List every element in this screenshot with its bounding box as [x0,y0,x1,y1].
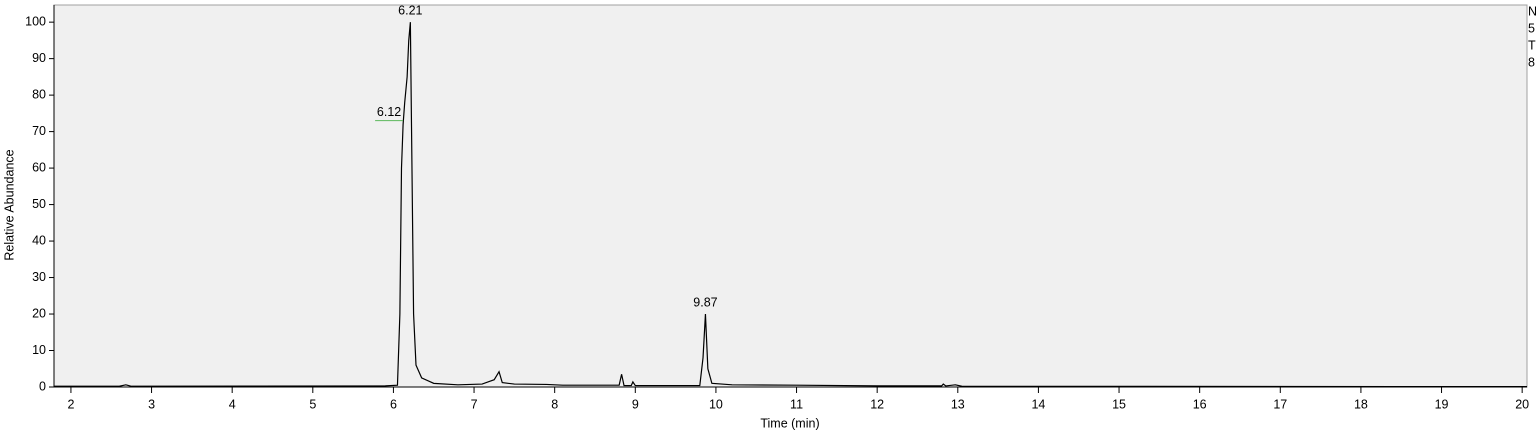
x-tick-label: 20 [1515,397,1529,411]
x-tick-label: 9 [632,397,639,411]
x-tick-label: 5 [309,397,316,411]
x-tick-label: 18 [1354,397,1368,411]
x-tick-label: 12 [870,397,884,411]
x-tick-label: 11 [790,397,803,411]
x-tick-label: 3 [148,397,155,411]
peak-label: 6.12 [377,105,401,119]
chromatogram-line [54,22,1528,388]
y-tick-label: 20 [32,306,46,320]
x-tick-label: 13 [951,397,965,411]
y-tick-label: 50 [32,197,46,211]
x-tick-label: 4 [229,397,236,411]
peak-label: 9.87 [693,295,717,309]
x-tick-label: 16 [1193,397,1207,411]
y-tick-label: 40 [32,233,46,247]
y-tick-label: 10 [32,343,46,357]
side-text: 8 [1528,55,1535,69]
y-tick-label: 0 [39,379,46,393]
y-tick-label: 60 [32,160,46,174]
x-tick-label: 14 [1031,397,1045,411]
side-text: N [1528,4,1536,18]
x-tick-label: 19 [1435,397,1449,411]
x-tick-label: 2 [67,397,74,411]
side-text: T [1528,38,1536,52]
y-tick-label: 80 [32,87,46,101]
x-tick-label: 6 [390,397,397,411]
y-axis-label: Relative Abundance [2,149,16,260]
y-tick-label: 30 [32,270,46,284]
x-tick-label: 10 [709,397,723,411]
x-tick-label: 17 [1273,397,1287,411]
peak-label: 6.21 [398,3,422,17]
x-tick-label: 7 [471,397,478,411]
y-tick-label: 90 [32,51,46,65]
plot-area [53,4,1528,388]
y-tick-label: 100 [25,14,46,28]
x-tick-label: 8 [551,397,558,411]
x-tick-label: 15 [1112,397,1126,411]
x-axis-label: Time (min) [760,416,819,430]
side-text: 5 [1528,21,1535,35]
y-tick-label: 70 [32,124,46,138]
